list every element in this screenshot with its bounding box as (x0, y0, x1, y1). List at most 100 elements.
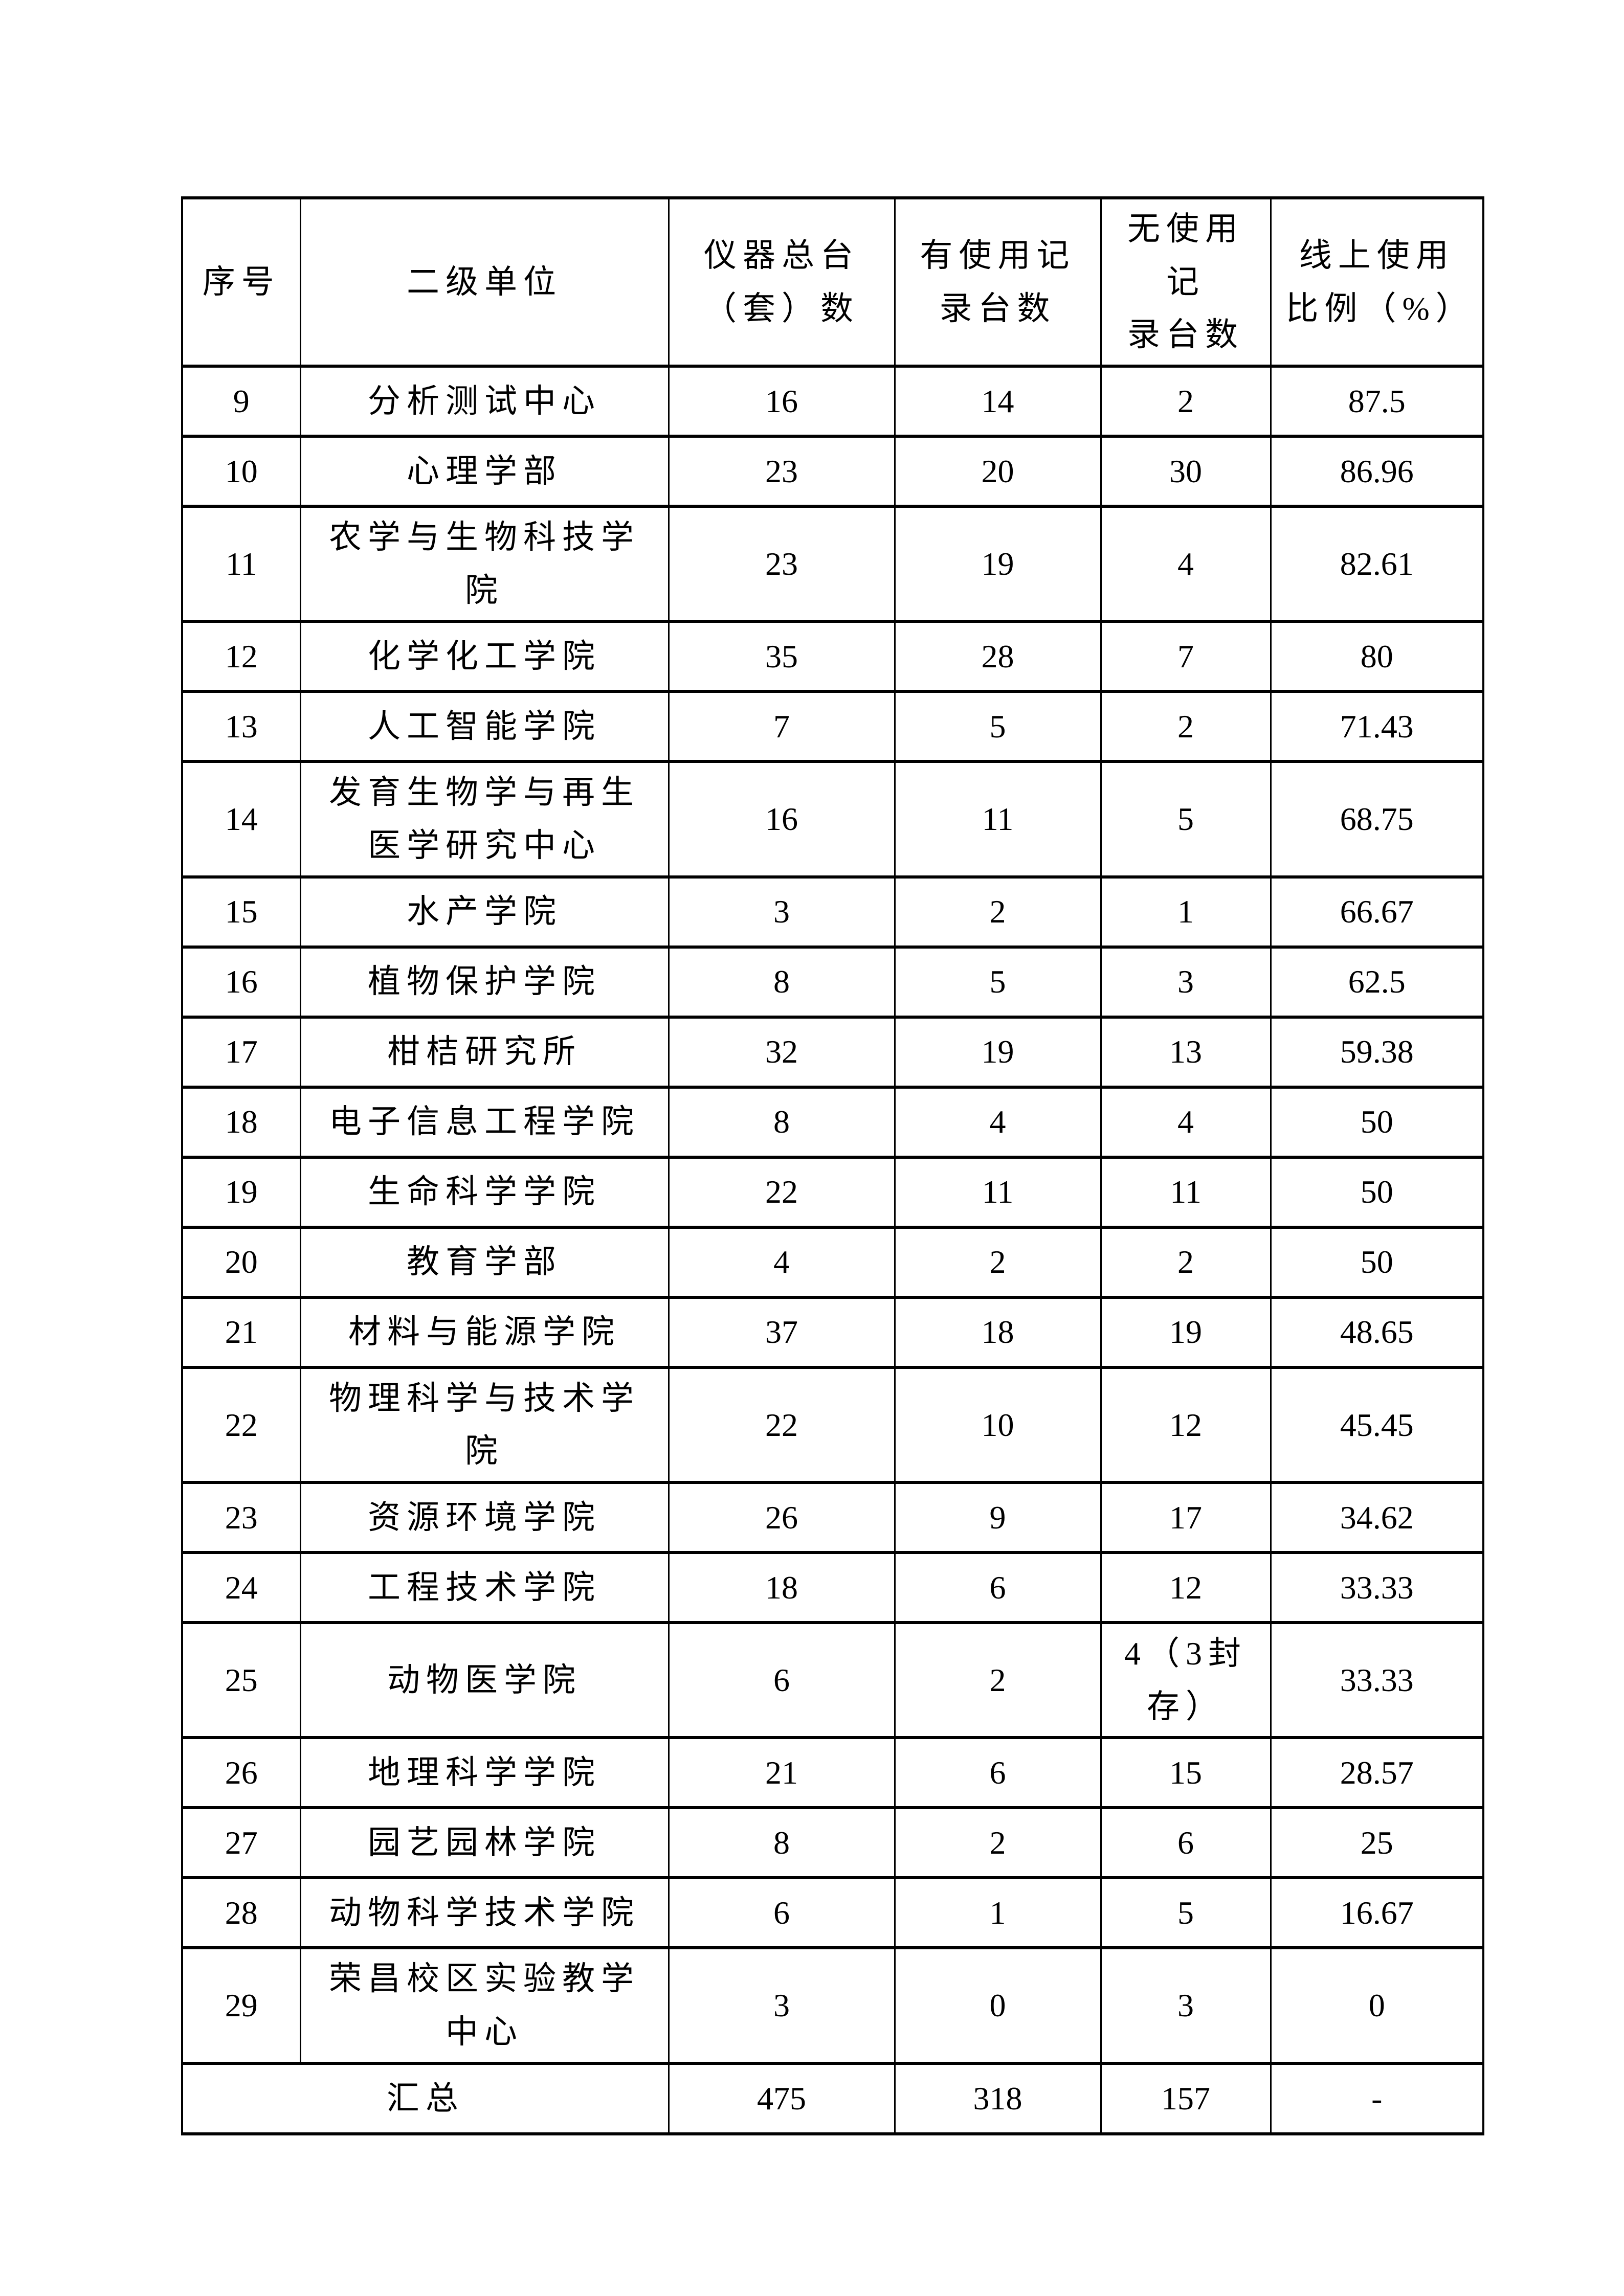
cell-unit: 电子信息工程学院 (299, 1085, 670, 1159)
cell-unit: 柑桔研究所 (299, 1015, 670, 1089)
cell-used: 18 (894, 1295, 1102, 1369)
cell-unit: 地理科学学院 (299, 1736, 670, 1810)
cell-unit: 水产学院 (299, 875, 670, 949)
cell-unit: 工程技术学院 (299, 1551, 670, 1625)
cell-total: 22 (668, 1155, 896, 1229)
col-header-used: 有使用记 录台数 (894, 196, 1102, 368)
cell-unit: 动物医学院 (299, 1621, 670, 1740)
cell-used: 2 (894, 1806, 1102, 1880)
cell-unused: 11 (1100, 1155, 1272, 1229)
cell-unused: 12 (1100, 1551, 1272, 1625)
cell-used: 2 (894, 1225, 1102, 1299)
cell-unused: 2 (1100, 1225, 1272, 1299)
cell-used: 9 (894, 1481, 1102, 1555)
cell-serial: 29 (181, 1946, 301, 2065)
cell-serial: 24 (181, 1551, 301, 1625)
table-row: 14 发育生物学与再生 医学研究中心 16 11 5 68.75 (181, 760, 1484, 879)
cell-used: 11 (894, 1155, 1102, 1229)
cell-used: 20 (894, 435, 1102, 508)
cell-unused: 4（3封 存） (1100, 1621, 1272, 1740)
table-row: 21 材料与能源学院 37 18 19 48.65 (181, 1295, 1484, 1369)
cell-unused: 15 (1100, 1736, 1272, 1810)
cell-unused: 6 (1100, 1806, 1272, 1880)
table-row: 15 水产学院 3 2 1 66.67 (181, 875, 1484, 949)
table-header-row: 序号 二级单位 仪器总台 （套）数 有使用记 录台数 无使用记 录台数 线上使用… (181, 196, 1484, 368)
cell-serial: 13 (181, 690, 301, 763)
cell-total: 6 (668, 1876, 896, 1950)
cell-serial: 18 (181, 1085, 301, 1159)
cell-unused: 5 (1100, 1876, 1272, 1950)
cell-unused: 3 (1100, 945, 1272, 1019)
cell-unused: 12 (1100, 1365, 1272, 1484)
table-row: 26 地理科学学院 21 6 15 28.57 (181, 1736, 1484, 1810)
cell-ratio: 34.62 (1270, 1481, 1484, 1555)
cell-unused: 3 (1100, 1946, 1272, 2065)
cell-unit: 资源环境学院 (299, 1481, 670, 1555)
table-row: 18 电子信息工程学院 8 4 4 50 (181, 1085, 1484, 1159)
cell-used: 5 (894, 690, 1102, 763)
table-row: 16 植物保护学院 8 5 3 62.5 (181, 945, 1484, 1019)
table-row: 12 化学化工学院 35 28 7 80 (181, 620, 1484, 693)
cell-ratio: 33.33 (1270, 1621, 1484, 1740)
col-header-total: 仪器总台 （套）数 (668, 196, 896, 368)
cell-serial: 12 (181, 620, 301, 693)
cell-total: 3 (668, 875, 896, 949)
cell-used: 28 (894, 620, 1102, 693)
cell-unused: 30 (1100, 435, 1272, 508)
cell-serial: 22 (181, 1365, 301, 1484)
cell-ratio: 50 (1270, 1225, 1484, 1299)
table-row: 24 工程技术学院 18 6 12 33.33 (181, 1551, 1484, 1625)
table-row: 11 农学与生物科技学 院 23 19 4 82.61 (181, 505, 1484, 623)
usage-statistics-table: 序号 二级单位 仪器总台 （套）数 有使用记 录台数 无使用记 录台数 线上使用… (181, 196, 1484, 2135)
table-row: 20 教育学部 4 2 2 50 (181, 1225, 1484, 1299)
cell-unused: 2 (1100, 365, 1272, 438)
cell-serial: 15 (181, 875, 301, 949)
cell-unused: 17 (1100, 1481, 1272, 1555)
cell-unused: 2 (1100, 690, 1272, 763)
cell-unit: 发育生物学与再生 医学研究中心 (299, 760, 670, 879)
cell-serial: 21 (181, 1295, 301, 1369)
cell-serial: 23 (181, 1481, 301, 1555)
cell-serial: 19 (181, 1155, 301, 1229)
col-header-unused: 无使用记 录台数 (1100, 196, 1272, 368)
cell-ratio: 86.96 (1270, 435, 1484, 508)
table-row: 27 园艺园林学院 8 2 6 25 (181, 1806, 1484, 1880)
cell-serial: 10 (181, 435, 301, 508)
cell-ratio: 28.57 (1270, 1736, 1484, 1810)
cell-unused: 4 (1100, 505, 1272, 623)
cell-used: 2 (894, 875, 1102, 949)
cell-ratio: 62.5 (1270, 945, 1484, 1019)
cell-total: 8 (668, 1806, 896, 1880)
cell-unit: 材料与能源学院 (299, 1295, 670, 1369)
cell-serial: 14 (181, 760, 301, 879)
cell-ratio: 16.67 (1270, 1876, 1484, 1950)
cell-used: 1 (894, 1876, 1102, 1950)
cell-serial: 11 (181, 505, 301, 623)
table-row: 17 柑桔研究所 32 19 13 59.38 (181, 1015, 1484, 1089)
cell-unit: 农学与生物科技学 院 (299, 505, 670, 623)
cell-ratio: 48.65 (1270, 1295, 1484, 1369)
cell-ratio: 71.43 (1270, 690, 1484, 763)
col-header-ratio: 线上使用 比例（%） (1270, 196, 1484, 368)
cell-used: 6 (894, 1551, 1102, 1625)
cell-serial: 26 (181, 1736, 301, 1810)
summary-label: 汇总 (181, 2061, 670, 2135)
col-header-unit: 二级单位 (299, 196, 670, 368)
cell-unused: 5 (1100, 760, 1272, 879)
cell-total: 35 (668, 620, 896, 693)
summary-used: 318 (894, 2061, 1102, 2135)
cell-unit: 分析测试中心 (299, 365, 670, 438)
cell-used: 10 (894, 1365, 1102, 1484)
cell-total: 8 (668, 1085, 896, 1159)
table-row: 28 动物科学技术学院 6 1 5 16.67 (181, 1876, 1484, 1950)
cell-total: 3 (668, 1946, 896, 2065)
cell-total: 16 (668, 760, 896, 879)
cell-unused: 4 (1100, 1085, 1272, 1159)
table-row: 25 动物医学院 6 2 4（3封 存） 33.33 (181, 1621, 1484, 1740)
cell-total: 23 (668, 435, 896, 508)
col-header-serial: 序号 (181, 196, 301, 368)
cell-used: 4 (894, 1085, 1102, 1159)
cell-total: 23 (668, 505, 896, 623)
cell-ratio: 68.75 (1270, 760, 1484, 879)
